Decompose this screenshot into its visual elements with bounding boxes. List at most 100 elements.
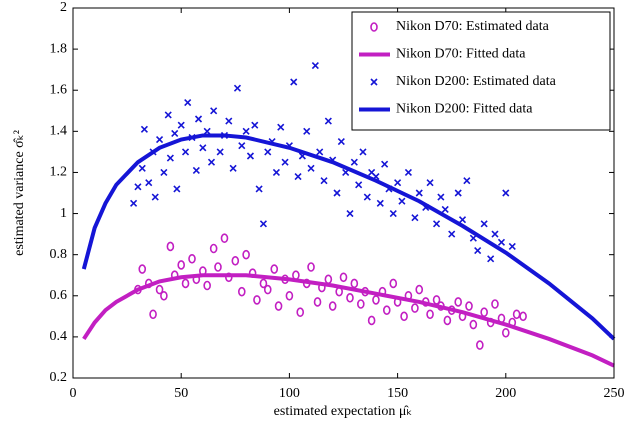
- marker-circle: [346, 293, 354, 303]
- marker-x: [181, 148, 190, 156]
- marker-x: [426, 179, 434, 187]
- marker-x: [398, 197, 406, 205]
- marker-x: [508, 242, 516, 251]
- marker-x: [350, 158, 358, 166]
- marker-circle: [263, 284, 272, 295]
- marker-x: [502, 189, 510, 197]
- y-tick-label: 0.4: [50, 329, 68, 344]
- marker-x: [307, 164, 315, 172]
- marker-circle: [519, 311, 527, 322]
- marker-x: [155, 135, 164, 144]
- marker-circle: [188, 253, 196, 264]
- marker-x: [145, 179, 153, 187]
- marker-circle: [155, 284, 164, 295]
- marker-circle: [270, 264, 279, 274]
- marker-x: [454, 189, 462, 197]
- marker-x: [281, 158, 289, 166]
- legend-box: [351, 11, 611, 131]
- marker-x: [140, 125, 148, 133]
- marker-x: [233, 84, 242, 92]
- marker-x: [311, 61, 319, 70]
- marker-x: [210, 107, 218, 115]
- marker-x: [166, 154, 174, 162]
- marker-x: [303, 127, 311, 135]
- marker-circle: [512, 309, 521, 320]
- marker-x: [251, 121, 259, 129]
- marker-x: [229, 164, 237, 172]
- marker-circle: [307, 262, 315, 272]
- marker-x: [355, 181, 363, 189]
- marker-x: [134, 183, 142, 191]
- marker-x: [272, 168, 280, 177]
- y-tick-label: 1.6: [50, 82, 68, 97]
- marker-circle: [476, 340, 484, 350]
- marker-circle: [209, 243, 218, 254]
- marker-circle: [220, 233, 229, 244]
- marker-circle: [357, 299, 365, 309]
- marker-x: [415, 189, 423, 197]
- marker-x: [164, 111, 172, 119]
- marker-x: [404, 168, 412, 177]
- marker-x: [225, 117, 233, 125]
- y-tick-label: 0.2: [50, 370, 68, 385]
- marker-x: [491, 230, 499, 238]
- marker-circle: [324, 274, 333, 285]
- marker-circle: [480, 307, 488, 318]
- legend-label: Nikon D200: Fitted data: [396, 102, 533, 117]
- marker-circle: [370, 22, 378, 32]
- marker-circle: [432, 295, 441, 305]
- marker-x: [277, 123, 285, 131]
- legend-label: Nikon D70: Fitted data: [396, 47, 526, 62]
- marker-circle: [166, 241, 175, 252]
- marker-x: [474, 246, 482, 255]
- marker-x: [411, 214, 419, 222]
- y-tick-label: 1.4: [50, 124, 68, 139]
- marker-x: [363, 193, 371, 201]
- marker-circle: [237, 286, 246, 297]
- marker-x: [324, 117, 332, 125]
- marker-x: [463, 177, 471, 185]
- y-tick-label: 0.8: [50, 247, 68, 262]
- marker-circle: [389, 278, 398, 289]
- marker-x: [389, 209, 397, 218]
- marker-circle: [259, 278, 268, 289]
- marker-circle: [296, 307, 305, 318]
- fitted-line: [81, 133, 616, 341]
- marker-x: [192, 166, 200, 174]
- marker-circle: [426, 309, 434, 320]
- marker-x: [171, 129, 179, 137]
- marker-x: [194, 115, 203, 123]
- x-tick-label: 150: [387, 386, 408, 401]
- marker-x: [255, 185, 263, 193]
- marker-circle: [400, 311, 408, 322]
- marker-circle: [231, 256, 240, 266]
- marker-x: [394, 179, 402, 187]
- legend-label: Nikon D200: Estimated data: [396, 74, 557, 89]
- marker-x: [381, 160, 389, 168]
- marker-x: [441, 205, 449, 214]
- marker-circle: [149, 309, 157, 320]
- marker-x: [346, 209, 354, 218]
- marker-circle: [367, 315, 376, 326]
- marker-x: [458, 216, 467, 224]
- x-tick-label: 100: [279, 386, 300, 401]
- marker-x: [130, 199, 138, 207]
- marker-x: [246, 152, 255, 160]
- marker-circle: [501, 327, 510, 338]
- marker-x: [177, 121, 185, 129]
- marker-x: [376, 199, 384, 207]
- marker-x: [316, 148, 324, 156]
- marker-x: [259, 220, 267, 228]
- marker-circle: [339, 272, 348, 283]
- marker-x: [497, 238, 506, 246]
- y-tick-label: 2: [60, 0, 67, 15]
- marker-circle: [328, 301, 337, 311]
- marker-circle: [443, 315, 452, 326]
- marker-x: [199, 144, 207, 152]
- marker-x: [290, 78, 298, 86]
- marker-x: [487, 255, 495, 263]
- marker-x: [320, 177, 328, 185]
- marker-x: [216, 148, 224, 156]
- marker-x: [294, 172, 302, 181]
